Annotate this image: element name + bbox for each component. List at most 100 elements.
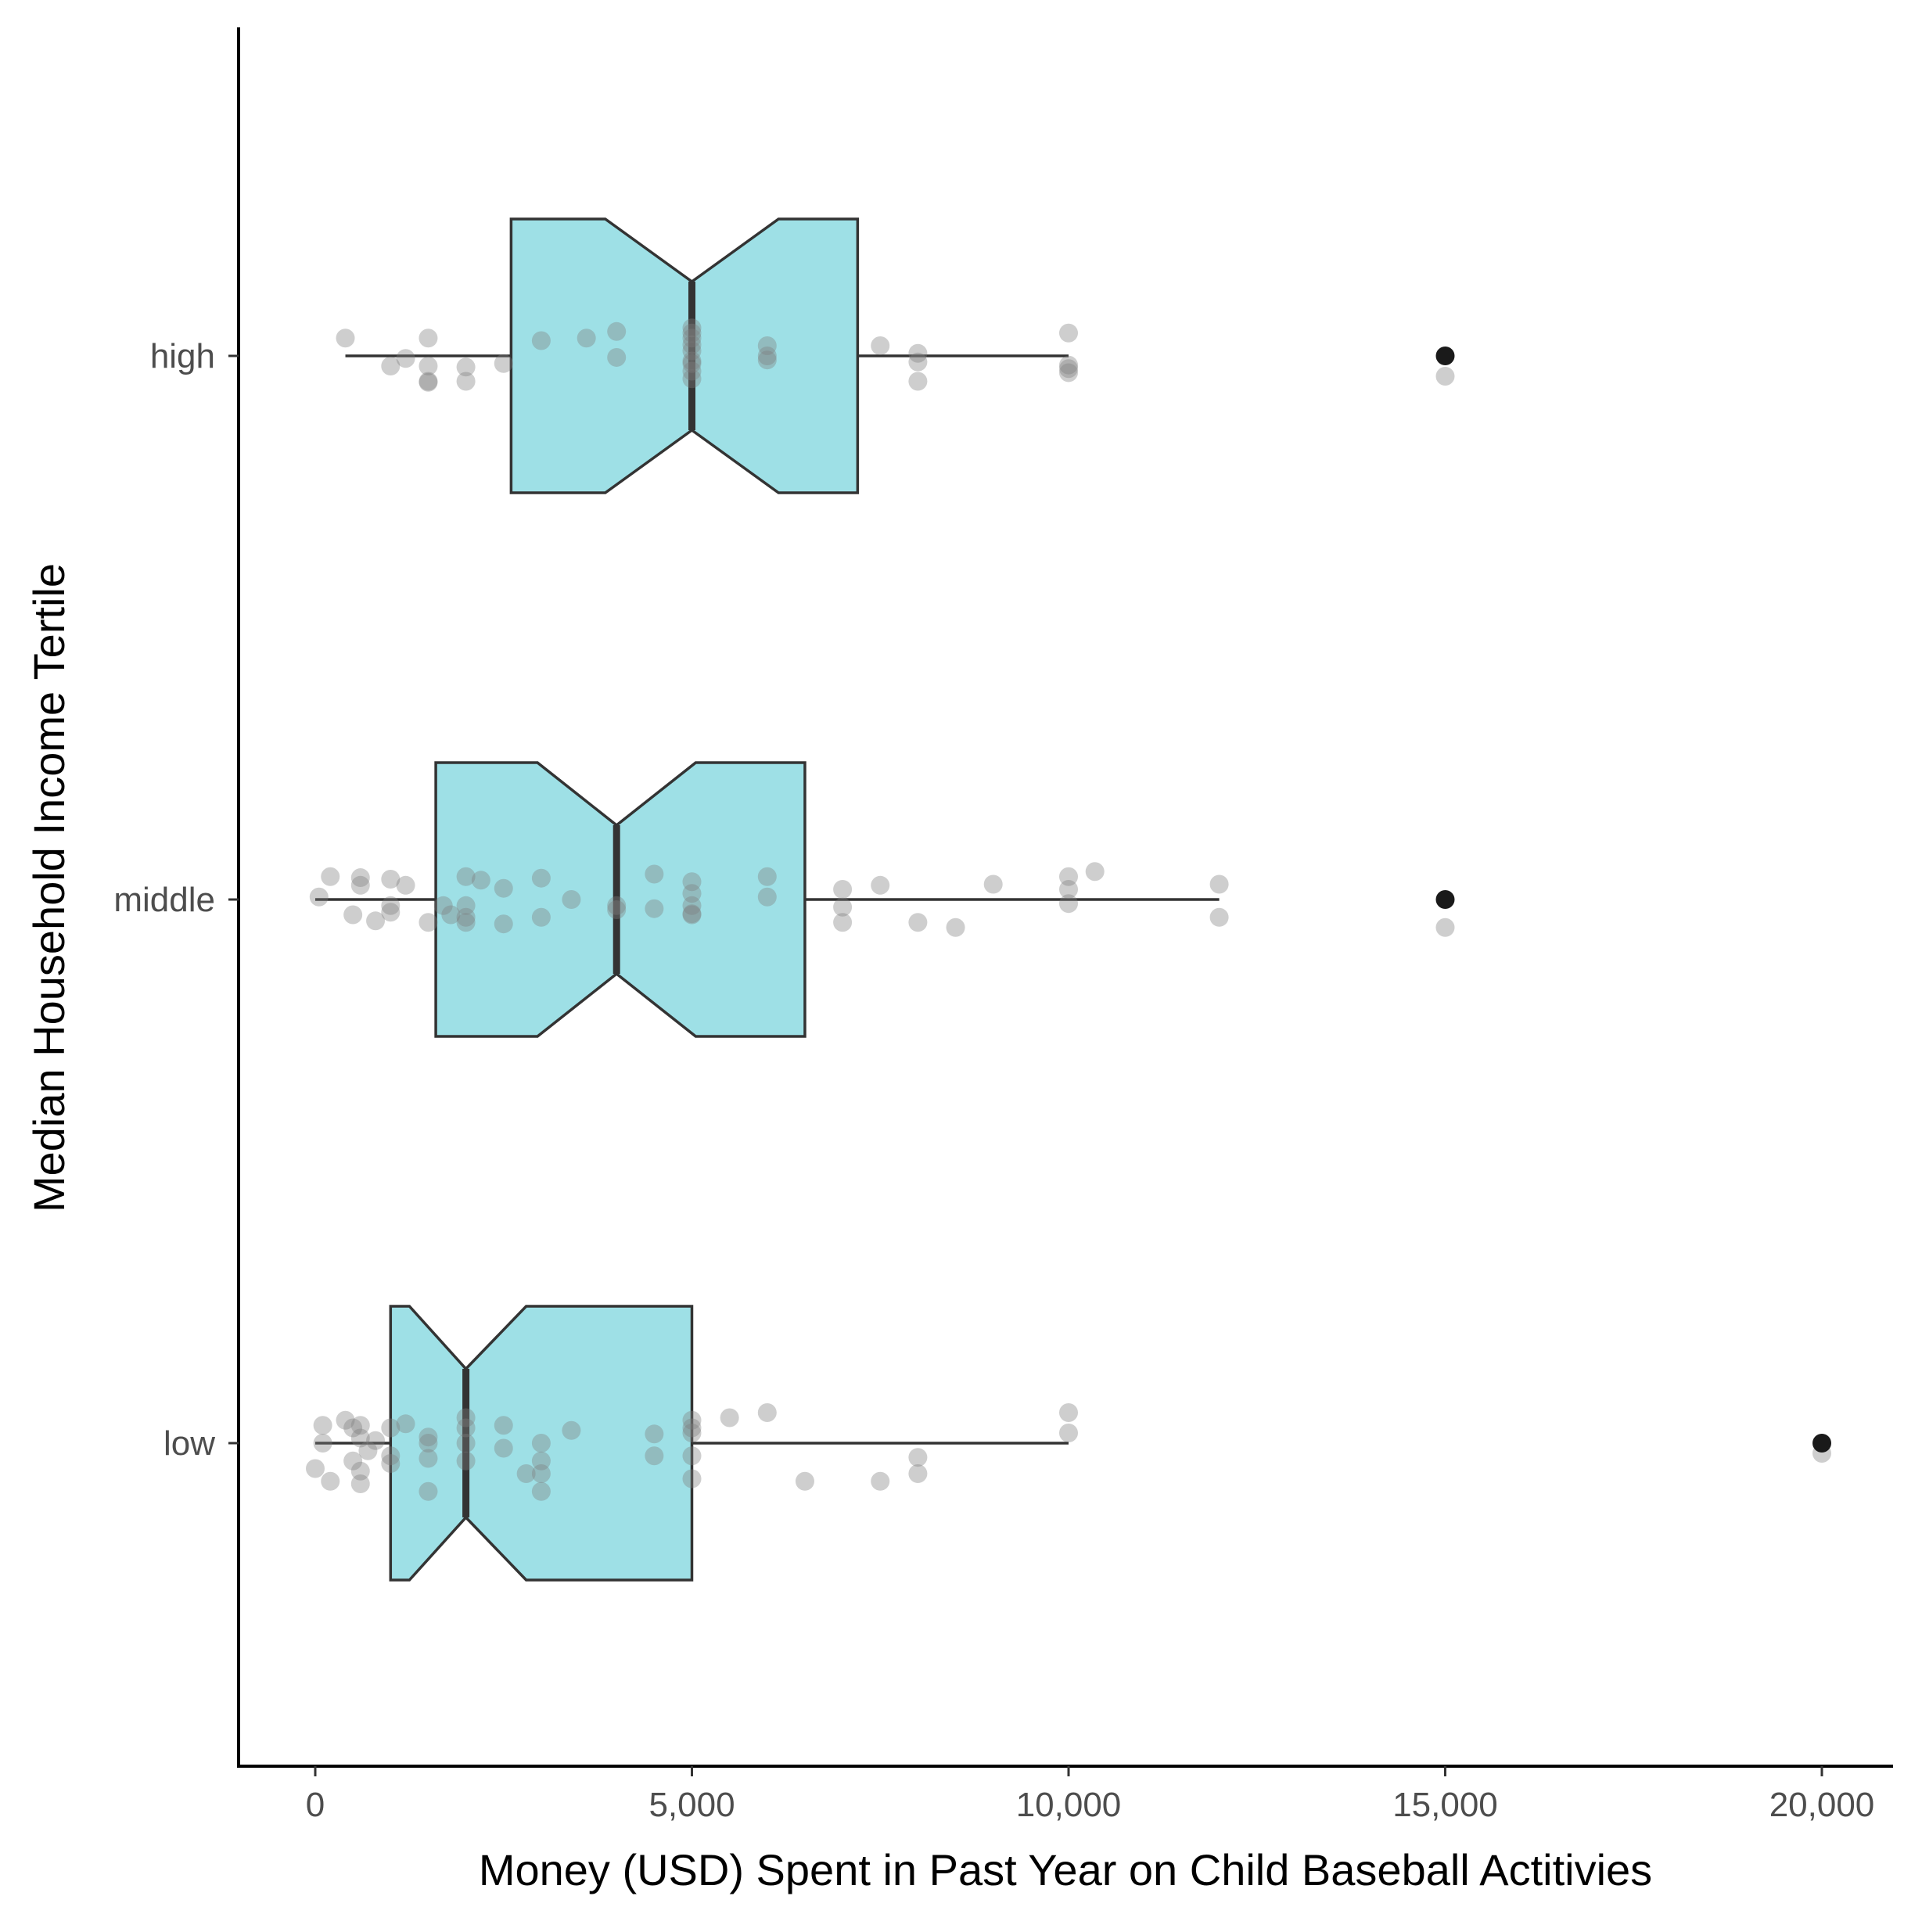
outlier-point-high (1435, 347, 1455, 365)
jitter-point (336, 329, 355, 348)
jitter-point (313, 1434, 332, 1453)
jitter-point (419, 913, 438, 932)
jitter-point (343, 905, 363, 925)
jitter-point (682, 341, 702, 361)
box-middle (434, 761, 807, 1038)
jitter-point (645, 1446, 664, 1466)
jitter-point (682, 872, 702, 892)
outlier-point-low (1812, 1434, 1831, 1453)
box-high (509, 217, 860, 494)
jitter-point (456, 907, 476, 927)
jitter-point (871, 336, 890, 355)
jitter-point (456, 1434, 476, 1453)
jitter-point (1209, 874, 1229, 894)
jitter-point (1435, 918, 1455, 937)
jitter-point (1059, 894, 1078, 914)
jitter-point (645, 1424, 664, 1444)
boxes-layer (315, 217, 1220, 1582)
jitter-point (433, 896, 453, 915)
jitter-point (494, 1438, 513, 1458)
jitter-point (419, 1434, 438, 1453)
x-tick-label: 10,000 (1016, 1786, 1122, 1824)
jitter-point (419, 1481, 438, 1501)
jitter-point (1059, 867, 1078, 886)
jitter-point (908, 343, 928, 363)
jitter-point (366, 1431, 386, 1450)
jitter-point (1059, 355, 1078, 375)
jitter-point (795, 1471, 814, 1491)
jitter-point (531, 331, 551, 350)
jitter-point (531, 1434, 551, 1453)
jitter-point (757, 1403, 777, 1422)
jitter-point (1059, 1403, 1078, 1422)
jitter-point (419, 1427, 438, 1447)
jitter-point (419, 1449, 438, 1468)
jitter-point (494, 1416, 513, 1435)
jitter-point (682, 329, 702, 348)
jitter-point (336, 1410, 355, 1430)
jitter-point (682, 1410, 702, 1430)
points-layer (306, 318, 1831, 1501)
jitter-point (1059, 880, 1078, 899)
jitter-point (350, 1474, 370, 1493)
jitter-point (1085, 862, 1105, 882)
jitter-point (321, 867, 340, 886)
jitter-point (350, 1416, 370, 1435)
jitter-point (419, 357, 438, 375)
jitter-point (358, 1441, 378, 1460)
jitter-point (682, 884, 702, 903)
jitter-point (908, 1448, 928, 1467)
jitter-point (1059, 323, 1078, 343)
x-tick-label: 5,000 (648, 1786, 735, 1824)
jitter-point (607, 321, 627, 341)
jitter-point (682, 905, 702, 925)
jitter-point (531, 1464, 551, 1483)
jitter-point (321, 1471, 340, 1491)
jitter-point (456, 867, 476, 886)
jitter-point (645, 899, 664, 918)
y-tick-label-middle: middle (113, 881, 215, 919)
jitter-point (366, 911, 386, 931)
jitter-point (350, 1428, 370, 1448)
jitter-point (682, 351, 702, 371)
y-axis-title: Median Household Income Tertile (24, 563, 74, 1212)
jitter-point (531, 1481, 551, 1501)
y-tick-label-low: low (163, 1424, 215, 1463)
jitter-point (396, 349, 415, 368)
jitter-point (456, 1451, 476, 1471)
jitter-point (908, 352, 928, 372)
jitter-point (833, 897, 853, 917)
axes-layer (237, 27, 1893, 1768)
jitter-point (682, 354, 702, 373)
jitter-point (381, 903, 401, 922)
jitter-point (350, 1461, 370, 1481)
jitter-point (946, 918, 965, 937)
jitter-point (456, 357, 476, 377)
jitter-point (396, 875, 415, 895)
jitter-point (471, 871, 490, 890)
jitter-point (757, 867, 777, 886)
jitter-point (833, 880, 853, 899)
jitter-point (682, 323, 702, 343)
jitter-point (381, 1446, 401, 1466)
jitter-point (562, 890, 581, 909)
jitter-point (456, 913, 476, 932)
jitter-point (757, 887, 777, 907)
jitter-point (456, 1418, 476, 1438)
jitter-point (1059, 359, 1078, 379)
jitter-point (309, 887, 329, 907)
jitter-point (908, 1464, 928, 1483)
x-tick-label: 20,000 (1769, 1786, 1875, 1824)
outlier-point-middle (1435, 890, 1455, 909)
ticks-layer: high middle low 0 5,000 10,000 15,000 20,000 (113, 337, 1874, 1824)
jitter-point (419, 372, 438, 391)
jitter-point (306, 1459, 325, 1478)
jitter-point (494, 914, 513, 934)
jitter-point (720, 1408, 739, 1427)
jitter-point (682, 904, 702, 924)
jitter-point (682, 1418, 702, 1438)
jitter-point (456, 896, 476, 915)
jitter-point (343, 1418, 363, 1438)
jitter-point (516, 1464, 536, 1483)
jitter-point (682, 1446, 702, 1466)
